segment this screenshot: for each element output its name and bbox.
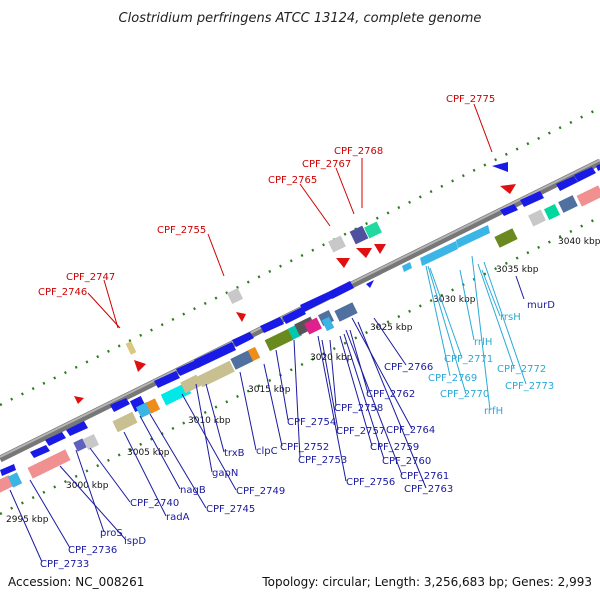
gene-label: CPF_2768	[334, 146, 383, 157]
gene-label: CPF_2760	[382, 456, 431, 467]
gene-label: CPF_2753	[298, 455, 347, 466]
gene-label: CPF_2747	[66, 272, 115, 283]
gene-label: trxB	[224, 448, 245, 459]
tick-label: 2995 kbp	[6, 515, 49, 525]
blue-gene-labels: murD CPF_2766 CPF_2762 CPF_2764 CPF_2758…	[40, 300, 555, 570]
gene-label: CPF_2769	[428, 373, 477, 384]
gene-label: CPF_2733	[40, 559, 89, 570]
tick-label: 3000 kbp	[66, 481, 109, 491]
gene-label: rrlH	[474, 337, 492, 348]
gene-label: CPF_2772	[497, 364, 546, 375]
tick-label: 3010 kbp	[188, 416, 231, 426]
gene-label: CPF_2764	[386, 425, 435, 436]
gene-label: CPF_2755	[157, 225, 206, 236]
gene-label: nagB	[180, 485, 206, 496]
gene-label: CPF_2767	[302, 159, 351, 170]
gene-label: CPF_2754	[287, 417, 336, 428]
map-title: Clostridium perfringens ATCC 13124, comp…	[119, 11, 482, 26]
red-gene-labels: CPF_2775 CPF_2768 CPF_2767 CPF_2765 CPF_…	[38, 94, 495, 298]
tick-label: 3030 kbp	[433, 295, 476, 305]
gene-label: CPF_2745	[206, 504, 255, 515]
gene-label: proS	[100, 528, 123, 539]
blue-leader-lines	[9, 275, 525, 563]
gene-label: CPF_2758	[334, 403, 383, 414]
gene-label: ispD	[124, 536, 146, 547]
gene-label: CPF_2775	[446, 94, 495, 105]
red-leader-lines	[87, 103, 493, 329]
gene-label: CPF_2749	[236, 486, 285, 497]
gene-label: CPF_2736	[68, 545, 117, 556]
gene-label: CPF_2770	[440, 389, 489, 400]
feature-band-lower	[0, 185, 600, 493]
gene-label: rrsH	[500, 312, 521, 323]
gene-label: CPF_2763	[404, 484, 453, 495]
feature-band-upper	[0, 164, 600, 476]
gene-label: radA	[166, 512, 190, 523]
gene-label: CPF_2761	[400, 471, 449, 482]
gene-label: CPF_2765	[268, 175, 317, 186]
gene-label: gapN	[212, 468, 238, 479]
gene-label: CPF_2773	[505, 381, 554, 392]
gene-label: CPF_2762	[366, 389, 415, 400]
gene-label: CPF_2746	[38, 287, 87, 298]
gene-label: murD	[527, 300, 555, 311]
tick-label: 3040 kbp	[558, 237, 600, 247]
gene-label: clpC	[256, 446, 278, 457]
cyan-leader-lines	[425, 255, 527, 411]
tick-label: 3025 kbp	[370, 323, 413, 333]
outer-dotted-track	[0, 106, 600, 407]
gene-label: CPF_2771	[444, 354, 493, 365]
gene-label: CPF_2752	[280, 442, 329, 453]
gene-label: rrfH	[484, 406, 503, 417]
gene-label: CPF_2757	[336, 426, 385, 437]
gene-label: CPF_2766	[384, 362, 433, 373]
cyan-gene-labels: rrsH rrlH CPF_2771 CPF_2769 CPF_2770 rrf…	[428, 312, 554, 417]
tick-label: 3005 kbp	[127, 448, 170, 458]
gene-label: CPF_2759	[370, 442, 419, 453]
tick-label: 3035 kbp	[496, 265, 539, 275]
topology-label: Topology: circular; Length: 3,256,683 bp…	[261, 575, 592, 589]
isolated-features	[74, 162, 516, 404]
accession-label: Accession: NC_008261	[8, 575, 144, 589]
gene-label: CPF_2740	[130, 498, 179, 509]
gene-label: CPF_2756	[346, 477, 395, 488]
